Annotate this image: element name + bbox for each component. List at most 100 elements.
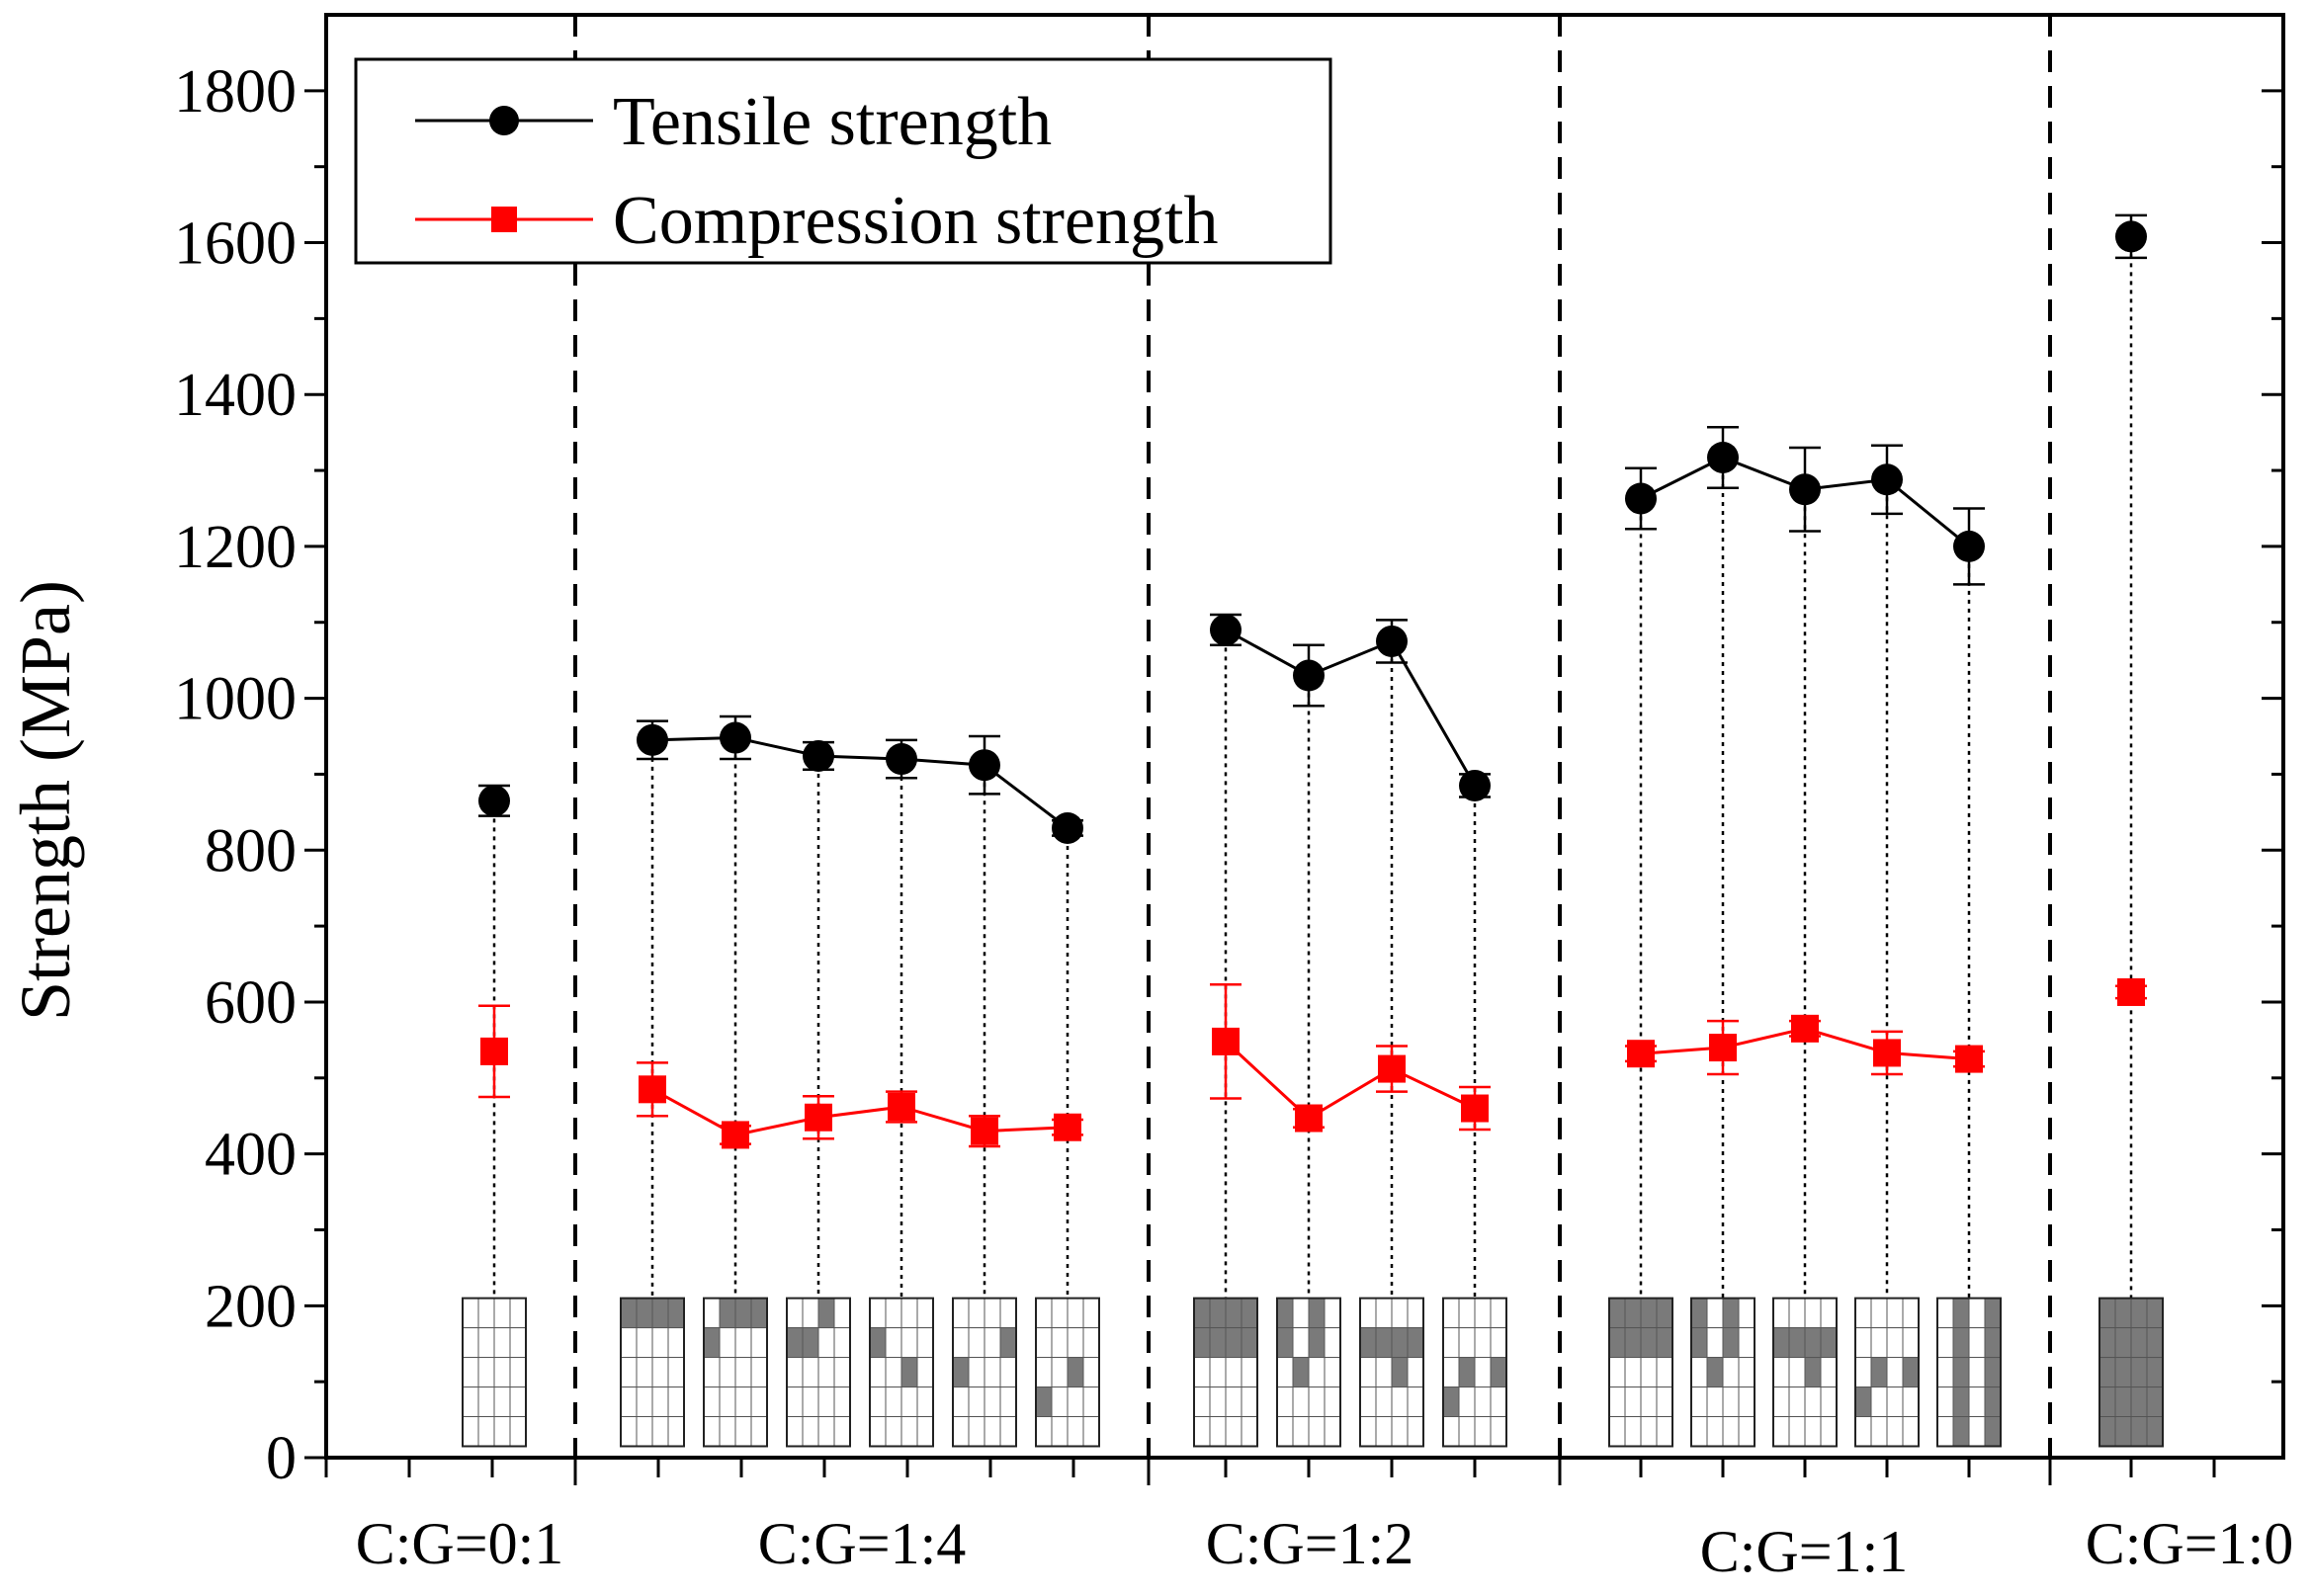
layup-cell xyxy=(968,1386,985,1418)
layup-cell xyxy=(833,1327,851,1359)
layup-cell xyxy=(984,1327,1001,1359)
layup-cell xyxy=(1804,1357,1822,1388)
layup-cell xyxy=(2114,1416,2132,1447)
layup-cell xyxy=(667,1386,685,1418)
layup-cell xyxy=(1035,1416,1053,1447)
layup-cell xyxy=(952,1327,970,1359)
layup-cell xyxy=(1886,1298,1904,1329)
layup-cell xyxy=(1608,1357,1626,1388)
layup-cell xyxy=(2146,1327,2164,1359)
layup-cell xyxy=(1788,1298,1806,1329)
layup-cell xyxy=(1051,1327,1069,1359)
layup-cell xyxy=(1706,1357,1724,1388)
layup-cell xyxy=(786,1298,804,1329)
plot-area: 0 200 400 600 800 1000 1200 1400 1600 1800 C:G=0:1… xyxy=(174,13,2293,1584)
layup-cell xyxy=(1952,1357,1970,1388)
layup-cell xyxy=(1082,1298,1100,1329)
layup-cell xyxy=(1359,1327,1377,1359)
tensile-point xyxy=(1707,441,1739,473)
layup-cell xyxy=(885,1327,902,1359)
layup-cell xyxy=(900,1386,918,1418)
layup-cell xyxy=(1474,1327,1492,1359)
layup-cell xyxy=(833,1416,851,1447)
layup-cell xyxy=(651,1327,669,1359)
layup-cell xyxy=(1490,1416,1507,1447)
layup-cell xyxy=(1474,1298,1492,1329)
layup-cell xyxy=(1359,1357,1377,1388)
compression-point xyxy=(1054,1113,1081,1141)
y-tick-label: 1200 xyxy=(174,514,297,581)
layup-cell xyxy=(1804,1386,1822,1418)
layup-cell xyxy=(477,1357,495,1388)
layup-cell xyxy=(817,1357,835,1388)
layup-cell xyxy=(1870,1357,1888,1388)
layup-cell xyxy=(750,1416,768,1447)
layup-cell xyxy=(1276,1386,1294,1418)
layup-cell xyxy=(1772,1416,1790,1447)
layup-cell xyxy=(1474,1386,1492,1418)
layup-cell xyxy=(493,1327,511,1359)
layup-cell xyxy=(1035,1327,1053,1359)
layup-cell xyxy=(1067,1327,1084,1359)
compression-point xyxy=(1709,1034,1737,1062)
layup-cell xyxy=(1886,1327,1904,1359)
layup-cell xyxy=(1804,1327,1822,1359)
layup-cell xyxy=(1051,1416,1069,1447)
layup-cell xyxy=(1193,1327,1211,1359)
layup-cell xyxy=(1936,1357,1954,1388)
y-tick-label: 0 xyxy=(266,1425,297,1492)
layup-cell xyxy=(885,1357,902,1388)
layup-cell xyxy=(1442,1327,1460,1359)
layup-cell xyxy=(1738,1327,1755,1359)
tensile-point xyxy=(720,721,751,754)
layup-cell xyxy=(1936,1416,1954,1447)
layup-cell xyxy=(750,1298,768,1329)
layup-cell xyxy=(916,1386,934,1418)
layup-cell xyxy=(1690,1298,1708,1329)
layup-cell xyxy=(984,1357,1001,1388)
layup-cell xyxy=(1690,1386,1708,1418)
layup-cell xyxy=(1854,1298,1872,1329)
tensile-point xyxy=(1789,473,1821,506)
layup-cell xyxy=(1391,1386,1409,1418)
layup-cell xyxy=(620,1327,638,1359)
layup-cell xyxy=(1375,1416,1393,1447)
layup-cell xyxy=(734,1357,752,1388)
layup-cell xyxy=(636,1298,653,1329)
layup-cell xyxy=(1067,1357,1084,1388)
layup-cell xyxy=(1854,1386,1872,1418)
layup-cell xyxy=(833,1357,851,1388)
layup-cell xyxy=(2114,1357,2132,1388)
layup-cell xyxy=(1656,1416,1673,1447)
layup-cell xyxy=(1902,1327,1920,1359)
compression-point xyxy=(2117,977,2145,1006)
layup-cell xyxy=(1772,1298,1790,1329)
layup-cell xyxy=(462,1386,479,1418)
layup-icon xyxy=(1854,1297,1920,1448)
layup-cell xyxy=(462,1357,479,1388)
layup-cell xyxy=(1035,1298,1053,1329)
plot-frame xyxy=(324,13,2285,1460)
layup-cell xyxy=(1722,1386,1740,1418)
layup-cell xyxy=(1193,1357,1211,1388)
layup-cell xyxy=(1490,1298,1507,1329)
compression-point xyxy=(805,1103,832,1132)
layup-cell xyxy=(869,1416,887,1447)
layup-cell xyxy=(1292,1298,1310,1329)
layup-cell xyxy=(2130,1416,2148,1447)
layup-cell xyxy=(1407,1298,1424,1329)
layup-cell xyxy=(1608,1327,1626,1359)
layup-cell xyxy=(1706,1298,1724,1329)
layup-icon xyxy=(1193,1297,1258,1448)
layup-cell xyxy=(869,1386,887,1418)
tensile-point xyxy=(1871,463,1903,496)
layup-cell xyxy=(2146,1357,2164,1388)
layup-cell xyxy=(1820,1386,1838,1418)
layup-cell xyxy=(750,1357,768,1388)
layup-cell xyxy=(1902,1357,1920,1388)
tensile-point xyxy=(478,785,510,817)
layup-cell xyxy=(999,1357,1017,1388)
layup-cell xyxy=(786,1416,804,1447)
layup-cell xyxy=(1442,1298,1460,1329)
layup-cell xyxy=(651,1416,669,1447)
